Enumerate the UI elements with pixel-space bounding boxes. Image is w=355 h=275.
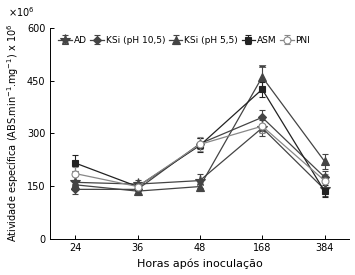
Legend: AD, KSi (pH 10,5), KSi (pH 5,5), ASM, PNI: AD, KSi (pH 10,5), KSi (pH 5,5), ASM, PN… <box>55 32 314 49</box>
Text: =: = <box>257 62 267 72</box>
X-axis label: Horas após inoculação: Horas após inoculação <box>137 259 263 270</box>
Y-axis label: Atividade específica (ABS.min$^{-1}$.mg$^{-1}$) x 10$^6$: Atividade específica (ABS.min$^{-1}$.mg$… <box>6 24 21 243</box>
Text: $\times 10^6$: $\times 10^6$ <box>9 6 35 20</box>
